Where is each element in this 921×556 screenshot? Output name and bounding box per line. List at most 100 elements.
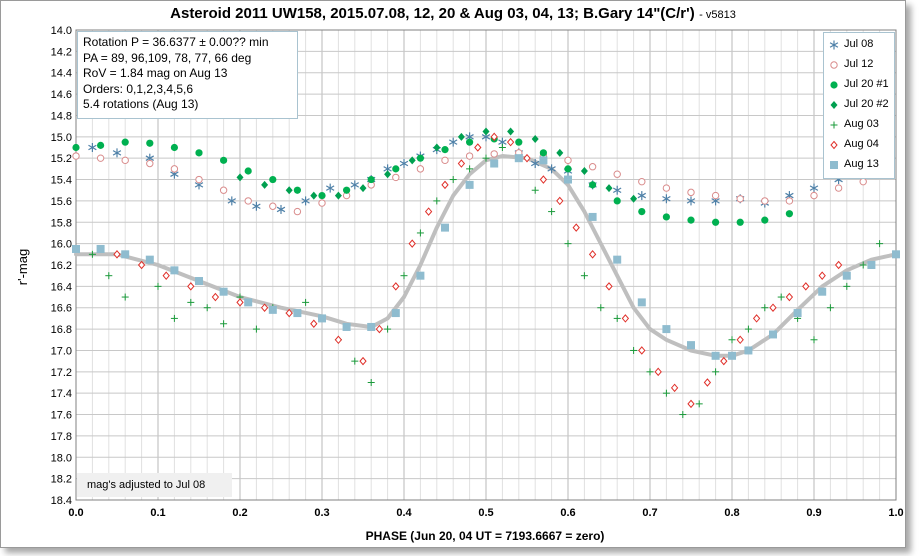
x-tick-label: 0.8 [724, 507, 739, 519]
asterisk-stroke [612, 187, 622, 193]
data-point [728, 336, 736, 344]
data-point [72, 143, 80, 152]
data-point [187, 298, 195, 306]
data-point [769, 303, 777, 312]
data-point [121, 138, 129, 146]
y-tick-label: 17.8 [51, 431, 72, 443]
series-circle-filled [72, 135, 794, 226]
data-point [793, 309, 802, 318]
data-point [588, 212, 597, 221]
data-point [392, 173, 400, 182]
data-point [809, 183, 819, 193]
data-point [515, 138, 523, 146]
asterisk-stroke [465, 134, 474, 140]
data-point [695, 400, 703, 408]
data-point [597, 304, 605, 312]
data-point [539, 149, 548, 157]
data-point [564, 156, 572, 165]
data-point [621, 314, 630, 323]
chart-title-suffix: - v5813 [699, 9, 736, 21]
y-tick-label: 15.4 [51, 175, 72, 187]
data-point [88, 143, 97, 152]
y-tick-label: 15.0 [51, 132, 72, 144]
legend-label: Aug 04 [844, 138, 879, 150]
data-point [293, 207, 302, 216]
data-point [441, 156, 449, 165]
asterisk-stroke [547, 166, 556, 172]
legend-marker-shape [830, 140, 838, 150]
asterisk-stroke [829, 42, 839, 48]
data-point [612, 185, 622, 195]
y-axis-label: r'-mag [15, 249, 30, 285]
data-point [187, 282, 195, 291]
data-point [556, 196, 564, 206]
data-point [670, 383, 679, 393]
legend-label: Aug 13 [844, 158, 879, 170]
series-diamond-filled [236, 127, 638, 203]
data-marks-group [72, 127, 900, 419]
info-line: RoV = 1.84 mag on Aug 13 [83, 66, 228, 80]
data-point [720, 356, 728, 366]
data-point [630, 194, 638, 203]
data-point [252, 325, 260, 333]
data-point [244, 298, 253, 307]
data-point [269, 202, 277, 210]
data-point [761, 216, 769, 224]
legend-marker-shape [830, 81, 838, 89]
data-point [761, 304, 769, 312]
data-point [530, 159, 540, 169]
data-point [548, 208, 556, 216]
data-point [392, 165, 400, 173]
info-line: Orders: 0,1,2,3,4,5,6 [83, 81, 194, 96]
legend-item-aug13: Aug 13 [824, 155, 894, 175]
asterisk-stroke [686, 198, 696, 204]
data-point [490, 159, 499, 168]
data-point [580, 167, 588, 175]
asterisk-stroke [498, 139, 507, 145]
y-tick-label: 17.2 [51, 367, 72, 379]
data-point [211, 292, 220, 302]
data-point [826, 304, 834, 312]
data-point [859, 261, 867, 269]
plot-area-border [75, 29, 897, 501]
legend-item-aug03: Aug 03 [824, 115, 894, 135]
data-point [490, 132, 498, 142]
data-point [220, 320, 228, 328]
y-tick-label: 18.4 [51, 495, 72, 507]
asterisk-stroke [112, 150, 122, 156]
data-point [686, 196, 696, 206]
data-point [170, 143, 178, 152]
data-point [638, 177, 646, 186]
x-tick-label: 0.6 [560, 507, 575, 519]
chart-title-row: Asteroid 2011 UW158, 2015.07.08, 12, 20 … [1, 5, 905, 23]
data-point [408, 156, 416, 165]
data-point [260, 303, 269, 312]
data-point [408, 239, 416, 248]
data-point [121, 250, 130, 259]
data-point [96, 154, 105, 162]
data-point [687, 399, 695, 409]
data-point [834, 184, 843, 192]
x-tick-labels: 0.0 0.1 0.2 0.3 0.4 0.5 0.6 0.7 0.8 0.9 1.0 [68, 507, 903, 519]
data-point [843, 282, 851, 290]
chart-title: Asteroid 2011 UW158, 2015.07.08, 12, 20 … [170, 5, 695, 22]
data-point [572, 223, 580, 232]
legend-marker-shape [830, 121, 838, 129]
data-point [834, 260, 843, 270]
y-tick-label: 16.0 [51, 239, 72, 251]
data-point [137, 260, 146, 270]
data-point [588, 163, 597, 171]
data-point [113, 250, 121, 259]
data-point [399, 159, 409, 169]
data-point [457, 159, 466, 168]
data-point [687, 188, 695, 197]
data-point [712, 368, 720, 376]
data-point [219, 186, 228, 194]
data-point [367, 322, 376, 331]
data-point [121, 293, 129, 301]
data-point [359, 184, 367, 193]
data-point [351, 357, 359, 365]
x-tick-label: 0.2 [232, 507, 247, 519]
data-point [310, 191, 318, 200]
data-point [146, 159, 154, 168]
